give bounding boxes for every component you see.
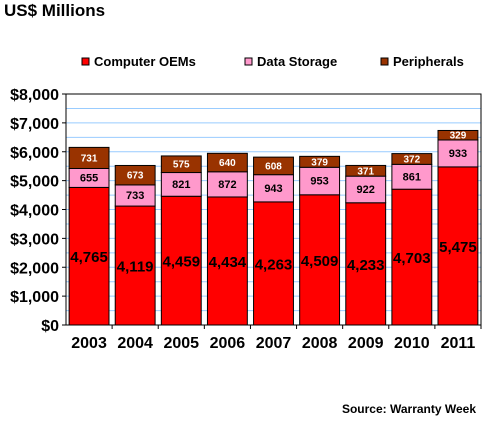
data-label-computer-oems: 4,263 xyxy=(255,256,293,273)
bar-peripherals-2006 xyxy=(206,152,248,173)
data-label-peripherals: 640 xyxy=(219,158,236,169)
bar-computer-oems-2004 xyxy=(114,205,156,326)
x-tick-label: 2004 xyxy=(117,335,153,352)
bar-computer-oems-2009 xyxy=(345,202,387,326)
y-tick-label: $8,000 xyxy=(10,87,59,104)
y-tick-label: $7,000 xyxy=(10,116,59,133)
bar-data-storage-2007 xyxy=(253,174,294,203)
x-axis: 2003 2004 2005 2006 2007 2008 2009 2010 2011 xyxy=(71,325,482,352)
data-label-data-storage: 953 xyxy=(310,176,328,188)
data-label-computer-oems: 4,765 xyxy=(70,249,108,266)
bar-peripherals-2011 xyxy=(437,129,479,141)
bar-peripherals-2004 xyxy=(114,164,156,186)
data-label-data-storage: 872 xyxy=(218,179,236,191)
data-label-computer-oems: 4,233 xyxy=(347,257,385,274)
bar-peripherals-2007 xyxy=(253,156,294,176)
bar-computer-oems-2005 xyxy=(160,195,202,326)
bar-data-storage-2008 xyxy=(299,166,341,196)
y-tick-label: $3,000 xyxy=(10,231,59,248)
bar-data-storage-2010 xyxy=(391,163,433,190)
data-label-peripherals: 608 xyxy=(265,161,282,172)
bar-computer-oems-2006 xyxy=(206,196,248,326)
y-tick-label: $4,000 xyxy=(10,203,59,220)
data-label-data-storage: 821 xyxy=(172,179,190,191)
data-label-data-storage: 943 xyxy=(264,183,282,195)
legend-label-computer-oems: Computer OEMs xyxy=(94,54,196,69)
data-label-data-storage: 933 xyxy=(449,148,467,160)
bar-data-storage-2011 xyxy=(437,139,479,168)
data-label-peripherals: 673 xyxy=(127,171,144,182)
plot-area: 4,765 655 731 4,119 733 673 4,459 821 575 4,434 87… xyxy=(65,93,482,326)
legend-label-data-storage: Data Storage xyxy=(257,54,337,69)
legend-swatch-peripherals xyxy=(380,57,389,66)
x-tick-label: 2003 xyxy=(71,335,107,352)
data-label-data-storage: 655 xyxy=(80,172,98,184)
bar-peripherals-2010 xyxy=(391,153,433,165)
data-label-data-storage: 922 xyxy=(357,184,375,196)
data-label-computer-oems: 4,459 xyxy=(163,254,201,271)
data-label-peripherals: 731 xyxy=(81,153,98,164)
bar-peripherals-2003 xyxy=(68,146,110,169)
data-label-computer-oems: 4,703 xyxy=(393,250,431,267)
legend-swatch-computer-oems xyxy=(81,57,90,66)
bar-computer-oems-2007 xyxy=(253,201,294,326)
x-tick-label: 2010 xyxy=(394,335,430,352)
y-axis: $0 $1,000 $2,000 $3,000 $4,000 $5,000 $6,000 $7… xyxy=(10,87,66,335)
y-tick-label: $2,000 xyxy=(10,260,59,277)
x-tick-label: 2007 xyxy=(256,335,292,352)
data-label-data-storage: 733 xyxy=(126,190,144,202)
bar-data-storage-2006 xyxy=(206,171,248,198)
data-label-data-storage: 861 xyxy=(403,171,421,183)
data-label-computer-oems: 4,434 xyxy=(209,254,247,271)
bar-computer-oems-2010 xyxy=(391,188,433,326)
data-label-peripherals: 575 xyxy=(173,160,190,171)
bar-peripherals-2008 xyxy=(299,155,341,168)
y-tick-label: $5,000 xyxy=(10,174,59,191)
bar-peripherals-2009 xyxy=(345,164,387,177)
legend-swatch-data-storage xyxy=(244,57,253,66)
data-label-peripherals: 372 xyxy=(403,154,420,165)
legend: Computer OEMs Data Storage Peripherals xyxy=(81,54,464,69)
x-tick-label: 2011 xyxy=(441,335,476,352)
bar-computer-oems-2011 xyxy=(437,166,479,326)
x-tick-label: 2005 xyxy=(163,335,199,352)
y-tick-label: $1,000 xyxy=(10,289,59,306)
data-label-peripherals: 371 xyxy=(357,166,374,177)
x-tick-label: 2009 xyxy=(348,335,384,352)
y-tick-label: $6,000 xyxy=(10,145,59,162)
data-label-peripherals: 329 xyxy=(450,131,467,142)
x-tick-label: 2006 xyxy=(210,335,246,352)
data-label-computer-oems: 5,475 xyxy=(439,239,477,256)
data-label-computer-oems: 4,119 xyxy=(117,259,154,276)
legend-label-peripherals: Peripherals xyxy=(393,54,464,69)
chart-title: US$ Millions xyxy=(4,1,106,20)
data-label-peripherals: 379 xyxy=(311,157,328,168)
bar-computer-oems-2008 xyxy=(299,194,341,326)
x-tick-label: 2008 xyxy=(302,335,338,352)
bar-peripherals-2005 xyxy=(160,155,202,174)
chart-source: Source: Warranty Week xyxy=(341,402,476,416)
data-label-computer-oems: 4,509 xyxy=(301,253,339,270)
y-tick-label: $0 xyxy=(41,318,59,335)
